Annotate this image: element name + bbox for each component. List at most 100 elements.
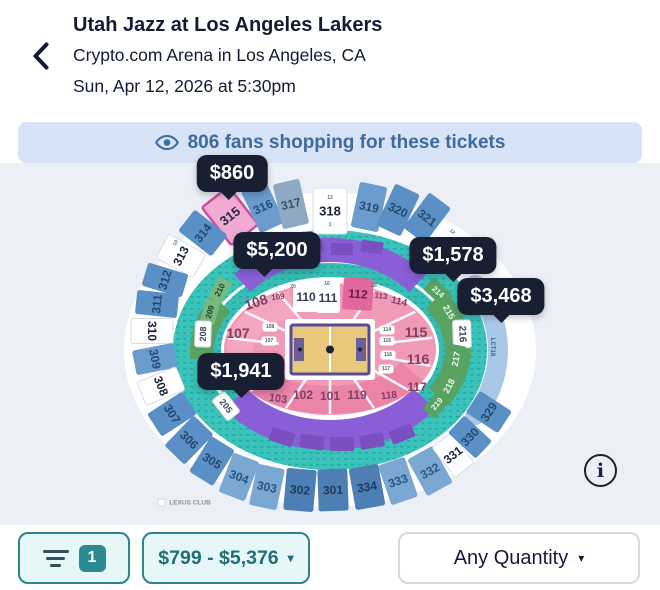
section-330[interactable]: 330	[448, 415, 492, 458]
section-307[interactable]: 307	[147, 391, 197, 437]
svg-text:311: 311	[149, 293, 165, 314]
svg-text:117: 117	[407, 380, 427, 394]
svg-text:20: 20	[290, 284, 296, 290]
section-301[interactable]: 301	[317, 468, 349, 512]
svg-text:334: 334	[356, 478, 378, 495]
section-114[interactable]: 114	[379, 325, 395, 335]
svg-text:114: 114	[390, 295, 409, 310]
svg-text:303: 303	[256, 478, 279, 496]
svg-text:119: 119	[347, 388, 367, 402]
filter-button[interactable]: 1	[18, 532, 130, 584]
seat-map[interactable]: 315 316 317 318 319 320 3213143133123113103093…	[0, 163, 660, 525]
svg-text:1: 1	[329, 222, 332, 228]
section-10[interactable]: 10	[172, 239, 180, 247]
svg-text:116: 116	[384, 352, 392, 358]
section-334[interactable]: 334	[348, 464, 386, 511]
svg-text:109: 109	[271, 292, 286, 303]
svg-text:16: 16	[324, 281, 330, 287]
section-306[interactable]: 306	[164, 415, 213, 465]
section-302[interactable]: 302	[283, 467, 317, 513]
section-103[interactable]: 103	[268, 392, 288, 406]
svg-text:209: 209	[204, 304, 216, 320]
section-315[interactable]: 315	[201, 186, 259, 246]
section-108[interactable]: 108	[262, 322, 278, 332]
section-304[interactable]: 304	[218, 452, 259, 501]
section-119[interactable]: 119	[347, 388, 367, 402]
fans-shopping-text: 806 fans shopping for these tickets	[187, 131, 506, 153]
section-309[interactable]: 309	[132, 343, 178, 376]
section-317[interactable]: 317	[273, 179, 310, 230]
section-311[interactable]: 311	[135, 290, 179, 318]
section-20[interactable]: 20	[290, 284, 296, 290]
section-313[interactable]: 313	[156, 234, 206, 278]
section-303[interactable]: 303	[249, 464, 285, 511]
section-310[interactable]: 310	[130, 318, 174, 344]
section-217[interactable]: 217	[445, 344, 467, 375]
section-321[interactable]: 321	[403, 192, 451, 243]
section-107[interactable]: 107	[261, 336, 277, 346]
section-210[interactable]: 210	[208, 276, 233, 304]
price-tooltip-3468[interactable]: $3,468	[457, 278, 545, 323]
section-7[interactable]: 7	[144, 350, 150, 353]
section-12[interactable]: 12	[448, 228, 456, 236]
section-219[interactable]: 219	[423, 389, 452, 419]
price-tooltip-1578[interactable]: $1,578	[409, 237, 497, 282]
section-116[interactable]: 116	[407, 351, 430, 367]
info-icon: i	[596, 459, 605, 482]
section-320[interactable]: 320	[376, 183, 420, 236]
section-113[interactable]: 113	[374, 291, 388, 301]
section-319[interactable]: 319	[350, 182, 388, 233]
section-329[interactable]: 329	[466, 391, 512, 434]
svg-text:217: 217	[450, 351, 462, 368]
section-308[interactable]: 308	[137, 366, 185, 406]
section-208[interactable]: 208	[194, 320, 212, 348]
seat-map-area: 315 316 317 318 319 320 321 314 313 312 311 310 309 3…	[0, 155, 660, 525]
section-16[interactable]: 16	[324, 281, 330, 287]
section-110[interactable]: 110	[293, 282, 319, 312]
quantity-dropdown[interactable]: Any Quantity ▾	[398, 532, 640, 584]
section-18[interactable]: 18	[371, 283, 377, 289]
section-312[interactable]: 312	[141, 262, 188, 297]
info-button[interactable]: i	[584, 454, 617, 487]
section-117[interactable]: 117	[407, 380, 427, 394]
section-1[interactable]: 1	[329, 222, 332, 228]
section-107[interactable]: 107	[226, 325, 250, 341]
svg-text:312: 312	[155, 268, 174, 292]
section-117[interactable]: 117	[378, 364, 394, 374]
section-102[interactable]: 102	[293, 388, 313, 402]
chevron-left-icon	[32, 42, 49, 73]
section-108[interactable]: 108	[242, 291, 269, 314]
section-318[interactable]: 318	[312, 187, 348, 235]
back-button[interactable]	[28, 38, 53, 77]
section-118[interactable]: 118	[380, 390, 398, 403]
section-109[interactable]: 109	[271, 292, 286, 303]
section-111[interactable]: 111	[316, 283, 340, 313]
section-115[interactable]: 115	[405, 324, 428, 340]
section-332[interactable]: 332	[407, 446, 453, 497]
section-116[interactable]: 116	[380, 350, 396, 360]
price-tooltip-5200[interactable]: $5,200	[233, 232, 321, 277]
quantity-value: Any Quantity	[453, 546, 569, 569]
section-314[interactable]: 314	[178, 209, 228, 256]
svg-text:216: 216	[456, 325, 468, 342]
section-101[interactable]: 101	[320, 389, 340, 403]
section-305[interactable]: 305	[189, 436, 235, 486]
section-331[interactable]: 331	[432, 433, 474, 478]
section-216[interactable]: 216	[452, 319, 472, 349]
section-316[interactable]: 316	[241, 180, 285, 233]
price-tooltip-1941[interactable]: $1,941	[197, 353, 285, 398]
fans-shopping-banner: 806 fans shopping for these tickets	[18, 122, 642, 163]
price-tooltip-860[interactable]: $860	[196, 155, 268, 200]
section-115[interactable]: 115	[379, 336, 395, 346]
section-205[interactable]: 205	[212, 391, 241, 421]
filter-icon	[42, 549, 69, 567]
section-333[interactable]: 333	[378, 457, 418, 506]
section-12[interactable]: 12	[327, 195, 333, 201]
section-209[interactable]: 209	[200, 298, 221, 325]
svg-text:333: 333	[386, 471, 410, 491]
section-114[interactable]: 114	[390, 295, 409, 310]
section-112[interactable]: 112	[342, 277, 374, 311]
price-range-dropdown[interactable]: $799 - $5,376 ▾	[142, 532, 310, 584]
svg-text:18: 18	[371, 283, 377, 289]
